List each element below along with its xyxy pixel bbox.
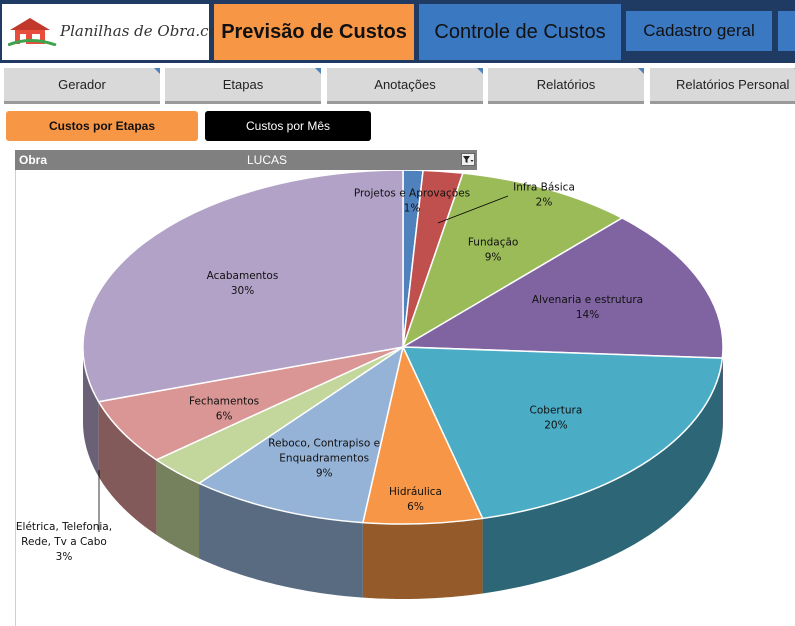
leader-line-infra-basica: [437, 195, 509, 224]
top-navigation-bar: Planilhas de Obra.com Previsão de Custos…: [0, 0, 795, 63]
pie-top: [82, 170, 724, 525]
sheet-divider: [15, 170, 16, 626]
data-label-name-eletrica-telefonia-rede-tv-a-cabo: Elétrica, Telefonia,: [16, 521, 112, 533]
pivot-filter-bar: Obra LUCAS: [15, 150, 477, 170]
data-label-percent-acabamentos: 30%: [231, 285, 254, 297]
pie-side-fechamentos: [98, 401, 157, 535]
house-icon: [8, 18, 57, 46]
filter-value[interactable]: LUCAS: [247, 153, 288, 167]
custos-por-mes-button[interactable]: Custos por Mês: [205, 111, 371, 141]
pie-chart: Projetos e Aprovações 1% Infra Básica 2% Fun…: [16, 170, 724, 599]
pie-depth: [83, 347, 723, 599]
tab-anotacoes[interactable]: Anotações: [327, 68, 483, 104]
custos-por-etapas-button[interactable]: Custos por Etapas: [6, 111, 198, 141]
data-label-percent-projetos-e-aprovacoes: 1%: [404, 203, 421, 215]
filter-label: Obra: [19, 153, 48, 167]
data-label-percent-cobertura: 20%: [544, 420, 567, 432]
data-label-percent-fechamentos: 6%: [216, 410, 233, 422]
pie-slice-fechamentos: [97, 346, 404, 461]
data-label-name-reboco-contrapiso-e-enquadramentos: Reboco, Contrapiso e: [268, 438, 380, 450]
data-label-name-alvenaria-e-estrutura: Alvenaria e estrutura: [532, 294, 643, 306]
pie-slice-alvenaria-e-estrutura: [402, 217, 724, 359]
pie-slice-hidraulica: [362, 346, 484, 525]
pie-side-hidraulica: [362, 518, 483, 599]
filter-dropdown-button[interactable]: [461, 153, 475, 166]
tab-relatorios[interactable]: Relatórios: [488, 68, 644, 104]
pie-slice-reboco-contrapiso-e-enquadramentos: [198, 346, 404, 524]
pie-side-cobertura: [482, 358, 723, 594]
data-label-name-eletrica-telefonia-rede-tv-a-cabo: Rede, Tv a Cabo: [21, 536, 107, 548]
data-label-percent-reboco-contrapiso-e-enquadramentos: 9%: [316, 468, 333, 480]
nav-previsao-custos-button[interactable]: Previsão de Custos: [214, 4, 414, 60]
nav-cadastro-geral-button[interactable]: Cadastro geral: [626, 11, 772, 51]
logo[interactable]: Planilhas de Obra.com: [2, 4, 232, 60]
data-label-name-projetos-e-aprovacoes: Projetos e Aprovações: [354, 188, 470, 200]
pie-slice-cobertura: [402, 346, 724, 520]
data-label-name-fundacao: Fundação: [468, 237, 519, 249]
pie-slice-fundacao: [402, 172, 623, 348]
tab-etapas[interactable]: Etapas: [165, 68, 321, 104]
data-label-name-hidraulica: Hidráulica: [389, 486, 442, 498]
nav-overflow-button[interactable]: [778, 11, 795, 51]
data-label-percent-infra-basica: 2%: [536, 197, 553, 209]
pie-labels: Projetos e Aprovações 1% Infra Básica 2% Fun…: [16, 182, 643, 564]
tab-gerador[interactable]: Gerador: [4, 68, 160, 104]
filter-funnel-icon: [463, 156, 474, 163]
tab-relatorios-personalizados[interactable]: Relatórios Personal: [650, 68, 795, 104]
data-label-percent-eletrica-telefonia-rede-tv-a-cabo: 3%: [56, 551, 73, 563]
data-label-name-cobertura: Cobertura: [530, 405, 583, 417]
nav-controle-custos-button[interactable]: Controle de Custos: [419, 4, 621, 60]
pie-side-eletrica-telefonia-rede-tv-a-cabo: [156, 459, 200, 559]
data-label-name-fechamentos: Fechamentos: [189, 395, 259, 407]
data-label-name-infra-basica: Infra Básica: [513, 182, 575, 194]
pie-side-alvenaria-e-estrutura: [722, 347, 723, 434]
pie-side-acabamentos: [83, 347, 99, 477]
data-label-percent-alvenaria-e-estrutura: 14%: [576, 309, 599, 321]
data-label-percent-hidraulica: 6%: [407, 501, 424, 513]
data-label-percent-fundacao: 9%: [485, 252, 502, 264]
data-label-name-reboco-contrapiso-e-enquadramentos: Enquadramentos: [279, 453, 369, 465]
pie-slice-acabamentos: [82, 170, 404, 403]
pie-side-reboco-contrapiso-e-enquadramentos: [199, 483, 363, 598]
logo-text: Planilhas de Obra.com: [60, 22, 232, 40]
data-label-name-acabamentos: Acabamentos: [207, 270, 279, 282]
